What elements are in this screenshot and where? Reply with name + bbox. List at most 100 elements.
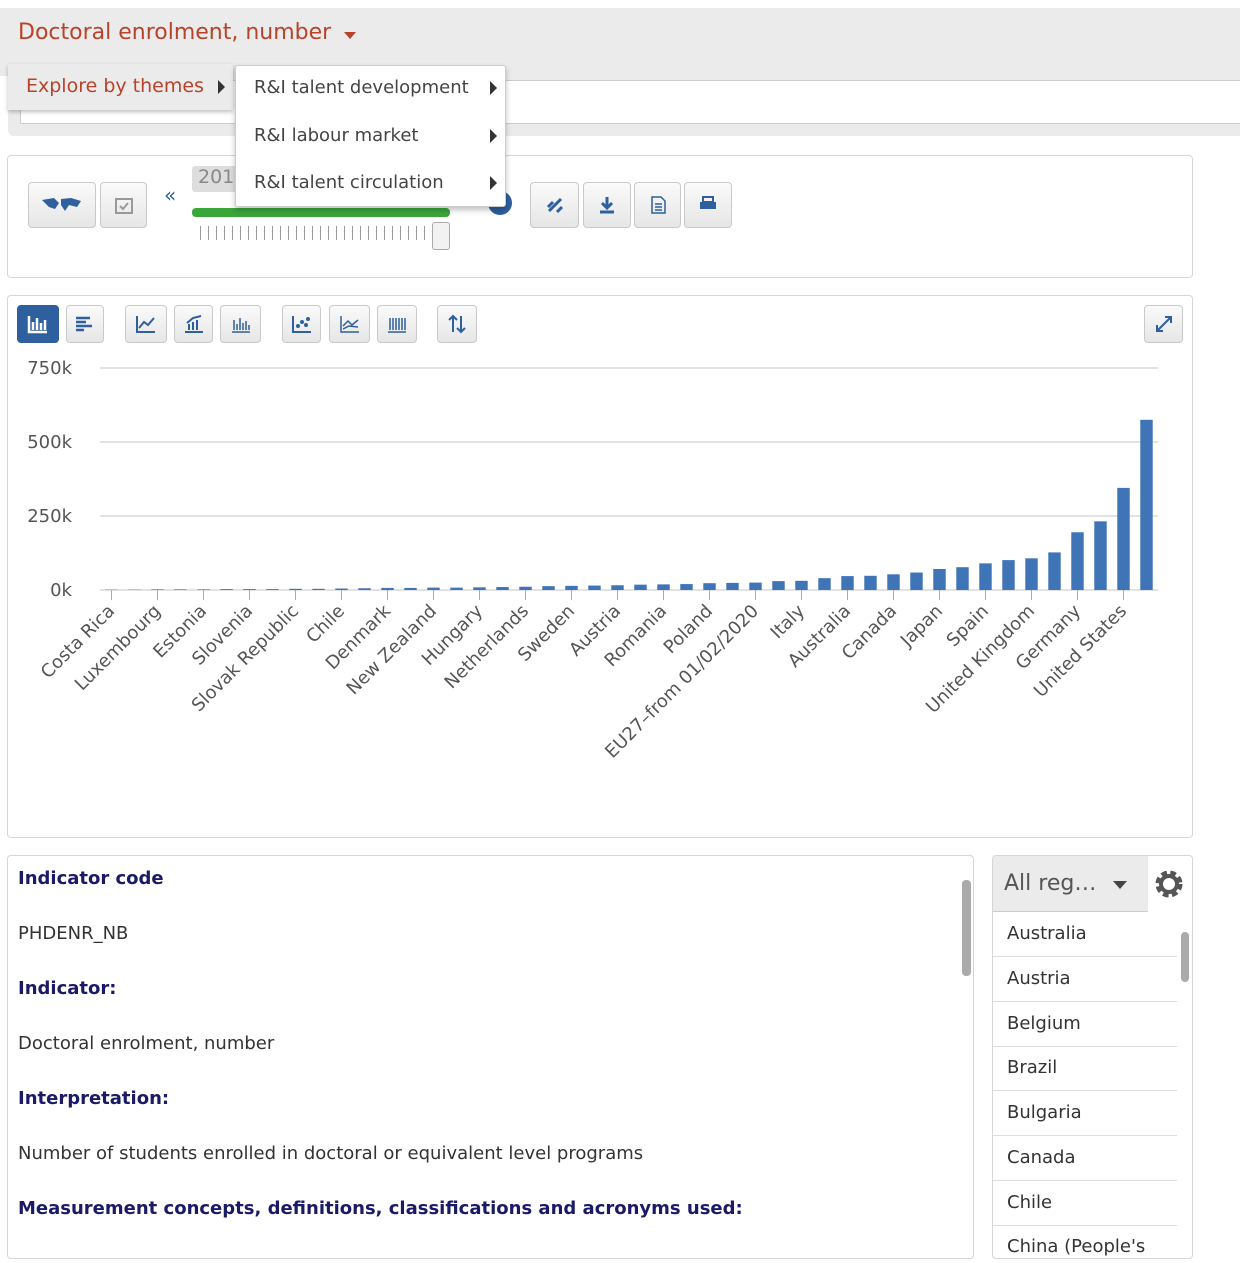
hbar-chart-button[interactable]: [66, 305, 104, 343]
region-item[interactable]: Canada: [993, 1136, 1177, 1181]
region-item[interactable]: Brazil: [993, 1046, 1177, 1091]
sort-button[interactable]: [437, 305, 477, 343]
bar: [496, 587, 509, 590]
info-heading: Measurement concepts, definitions, class…: [18, 1198, 743, 1219]
bar: [519, 586, 532, 590]
submenu-arrow: [490, 129, 497, 143]
bar: [381, 587, 394, 590]
bar: [795, 580, 808, 590]
y-tick-label: 250k: [27, 506, 72, 527]
y-tick-label: 750k: [27, 358, 72, 379]
bar: [588, 585, 601, 590]
year-label: 201: [192, 166, 237, 192]
bar: [933, 568, 946, 590]
map-button[interactable]: [28, 182, 96, 228]
chart-panel: [7, 295, 1193, 838]
bar: [473, 587, 486, 590]
y-tick-label: 500k: [27, 432, 72, 453]
slider-handle[interactable]: [432, 222, 450, 250]
bar-chart-button[interactable]: [17, 305, 59, 343]
bar: [312, 588, 325, 590]
print-button[interactable]: [684, 182, 732, 228]
indicator-title[interactable]: Doctoral enrolment, number: [18, 20, 332, 45]
submenu-item[interactable]: R&I talent development: [254, 77, 469, 98]
info-text: PHDENR_NB: [18, 923, 129, 944]
region-panel: All reg… Australia Austria Belgium Brazi…: [992, 855, 1193, 1259]
region-item[interactable]: Austria: [993, 957, 1177, 1002]
info-text: Number of students enrolled in doctoral …: [18, 1143, 644, 1164]
y-tick-label: 0k: [50, 580, 72, 601]
bar: [266, 589, 279, 590]
bar: [657, 584, 670, 590]
link-button[interactable]: [530, 182, 579, 228]
bar: [1002, 560, 1015, 590]
heatmap-button[interactable]: [377, 305, 417, 343]
area-chart-button[interactable]: [329, 305, 370, 343]
calendar-button[interactable]: [100, 182, 147, 228]
bar: [358, 588, 371, 590]
settings-icon[interactable]: [1153, 868, 1185, 900]
menu-item[interactable]: Explore by themes: [26, 75, 204, 97]
submenu-item[interactable]: R&I labour market: [254, 125, 419, 146]
region-item[interactable]: Belgium: [993, 1002, 1177, 1047]
info-text: Doctoral enrolment, number: [18, 1033, 275, 1054]
prev-arrow[interactable]: «: [164, 183, 177, 207]
bar: [243, 589, 256, 590]
combo-chart-button[interactable]: [174, 305, 213, 343]
region-selector-label: All reg…: [1004, 871, 1097, 896]
scrollbar[interactable]: [962, 864, 971, 1252]
region-list: Australia Austria Belgium Brazil Bulgari…: [993, 912, 1192, 1258]
bar: [542, 586, 555, 590]
line-chart-button[interactable]: [125, 305, 167, 343]
bar: [450, 587, 463, 590]
bar: [404, 587, 417, 590]
info-heading: Indicator code: [18, 868, 164, 889]
region-selector[interactable]: All reg…: [993, 856, 1148, 912]
bar: [1117, 487, 1130, 590]
bar: [864, 575, 877, 590]
time-slider[interactable]: [192, 208, 450, 217]
bar: [427, 587, 440, 590]
bar: [1048, 552, 1061, 590]
selector-caret: [1113, 881, 1127, 889]
fullscreen-button[interactable]: [1144, 305, 1183, 343]
submenu-arrow: [218, 80, 225, 94]
bar: [680, 584, 693, 590]
column-chart-button[interactable]: [220, 305, 261, 343]
bar: [772, 581, 785, 590]
submenu-arrow: [490, 81, 497, 95]
scrollbar[interactable]: [1181, 932, 1189, 982]
bar: [910, 572, 923, 590]
bar: [818, 578, 831, 590]
bar: [335, 588, 348, 590]
region-item[interactable]: Chile: [993, 1181, 1177, 1226]
region-item[interactable]: Bulgaria: [993, 1091, 1177, 1136]
menu: Explore by themes: [8, 64, 233, 110]
bar: [220, 589, 233, 590]
bar: [1140, 419, 1153, 590]
bar: [956, 567, 969, 590]
bar: [749, 582, 762, 590]
bar: [1071, 532, 1084, 590]
bar: [289, 588, 302, 590]
submenu: R&I talent development R&I labour market…: [235, 65, 506, 207]
bar: [151, 589, 164, 590]
bar: [979, 563, 992, 590]
scatter-chart-button[interactable]: [282, 305, 321, 343]
download-button[interactable]: [583, 182, 631, 228]
info-heading: Indicator:: [18, 978, 117, 999]
bar: [197, 589, 210, 590]
submenu-item[interactable]: R&I talent circulation: [254, 172, 444, 193]
region-item[interactable]: Australia: [993, 912, 1177, 957]
bar: [565, 585, 578, 590]
bar: [1025, 558, 1038, 590]
region-item[interactable]: China (People's: [993, 1225, 1177, 1258]
info-panel: Indicator code PHDENR_NB Indicator: Doct…: [7, 855, 974, 1259]
title-caret: [344, 32, 356, 39]
document-button[interactable]: [634, 182, 681, 228]
submenu-arrow: [490, 176, 497, 190]
bar: [887, 574, 900, 590]
bar: [703, 583, 716, 590]
